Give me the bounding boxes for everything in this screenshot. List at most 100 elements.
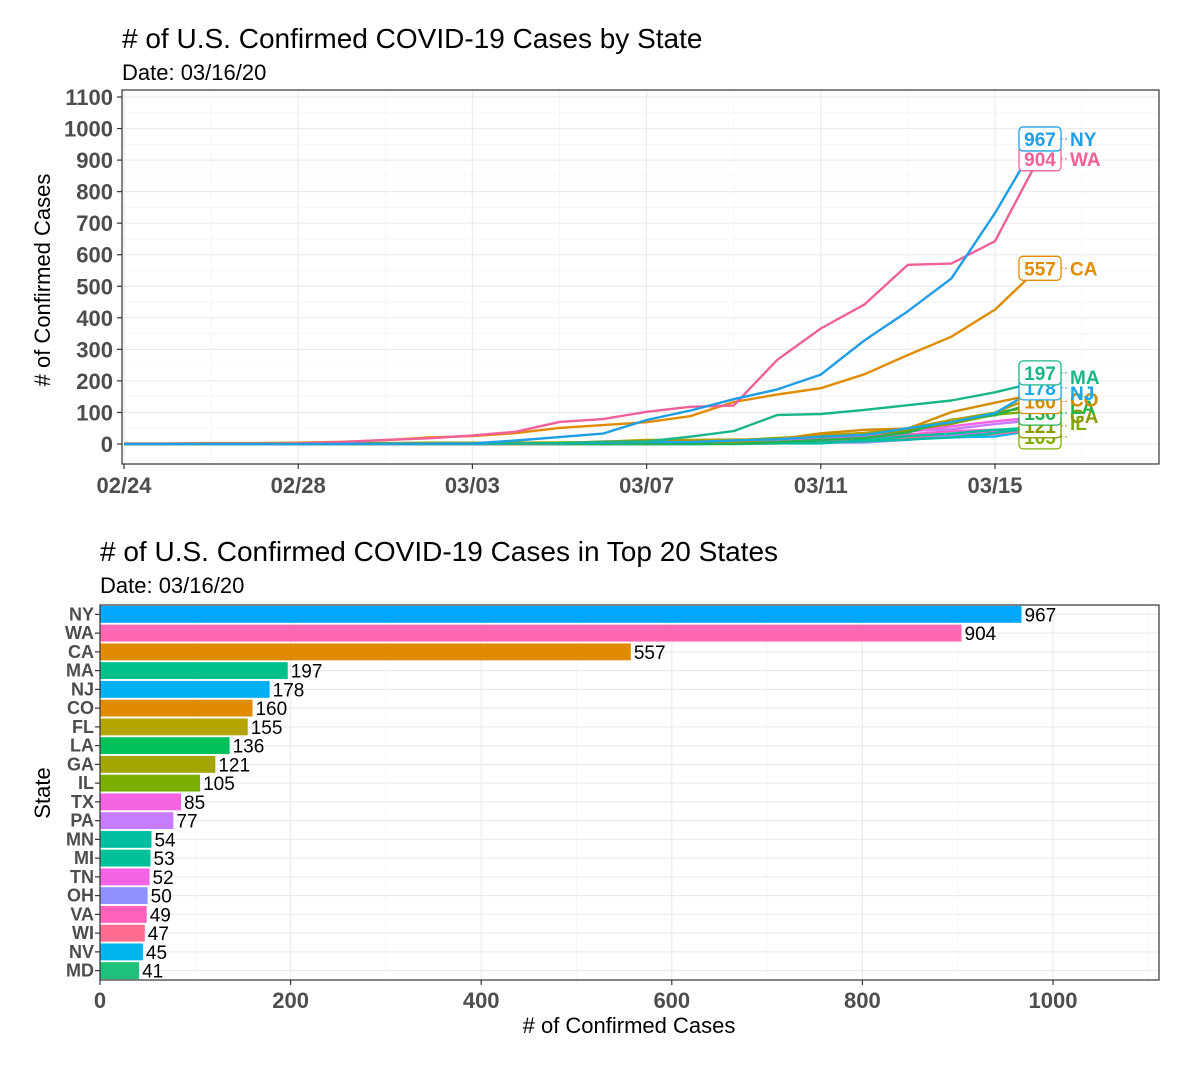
end-label-state-ma: MA xyxy=(1070,368,1100,389)
line-y-tick-label: 500 xyxy=(76,274,113,299)
bar-ca xyxy=(100,643,631,661)
bar-chart-subtitle: Date: 03/16/20 xyxy=(100,573,244,598)
state-tick-label: MN xyxy=(66,829,94,849)
state-tick-label: TN xyxy=(70,867,94,887)
bar-value-label: 50 xyxy=(151,887,172,908)
bar-value-label: 160 xyxy=(255,699,287,720)
bar-value-label: 77 xyxy=(176,812,197,833)
bar-x-tick-label: 0 xyxy=(94,988,106,1013)
state-tick-label: MD xyxy=(66,961,94,981)
bar-value-label: 85 xyxy=(184,793,205,814)
bar-wa xyxy=(100,624,962,642)
series-line-ny xyxy=(124,138,1040,446)
bar-chart-panel-border xyxy=(99,604,1160,981)
bar-x-tick-label: 800 xyxy=(844,988,881,1013)
end-label-box-ca xyxy=(1018,255,1062,281)
bar-x-tick-label: 200 xyxy=(272,988,309,1013)
line-x-tick-label: 03/03 xyxy=(445,473,500,498)
line-x-tick-label: 03/11 xyxy=(794,473,848,498)
state-tick-label: TX xyxy=(71,792,94,812)
end-label-value-wa: 904 xyxy=(1024,150,1056,171)
bar-mi xyxy=(100,849,151,867)
bar-chart-y-axis-title: State xyxy=(30,767,55,818)
end-label-box-ny xyxy=(1018,126,1062,152)
bar-chart-x-ticks: 0 200 400 600 800 1000 xyxy=(94,980,1077,1013)
bar-chart: # of U.S. Confirmed COVID-19 Cases in To… xyxy=(30,536,1160,1038)
line-chart: # of U.S. Confirmed COVID-19 Cases by St… xyxy=(30,23,1160,498)
bar-chart-bars xyxy=(100,605,1022,980)
line-chart-panel-border xyxy=(121,89,1160,465)
line-y-tick-label: 800 xyxy=(76,180,113,205)
state-tick-label: FL xyxy=(72,717,94,737)
line-y-tick-label: 400 xyxy=(76,306,113,331)
line-chart-series xyxy=(124,138,1040,446)
bar-tx xyxy=(100,793,182,811)
end-label-value-ny: 967 xyxy=(1024,130,1056,151)
bar-value-label: 53 xyxy=(154,849,175,870)
bar-nv xyxy=(100,943,143,961)
line-x-tick-label: 03/15 xyxy=(967,473,1022,498)
end-label-state-nj: NJ xyxy=(1070,384,1094,405)
bar-value-label: 41 xyxy=(142,962,163,983)
state-tick-label: PA xyxy=(70,811,94,831)
bar-x-tick-label: 400 xyxy=(463,988,500,1013)
bar-value-label: 136 xyxy=(233,737,265,758)
line-y-tick-label: 300 xyxy=(76,337,113,362)
state-tick-label: MI xyxy=(74,848,94,868)
line-chart-y-axis-title: # of Confirmed Cases xyxy=(30,174,55,387)
state-tick-label: GA xyxy=(67,754,94,774)
line-chart-end-labels: 105IL121GA136LA160CO178NJ197MA557CA904WA… xyxy=(1018,126,1101,450)
state-tick-label: NJ xyxy=(71,679,94,699)
line-y-tick-label: 200 xyxy=(76,369,113,394)
series-line-wa xyxy=(124,158,1040,445)
line-chart-title: # of U.S. Confirmed COVID-19 Cases by St… xyxy=(122,23,702,54)
line-y-tick-label: 100 xyxy=(76,400,113,425)
bar-chart-x-axis-title: # of Confirmed Cases xyxy=(523,1013,736,1038)
bar-va xyxy=(100,905,147,923)
line-y-tick-label: 900 xyxy=(76,148,113,173)
end-label-state-co: CO xyxy=(1070,391,1099,412)
end-label-state-il: IL xyxy=(1070,414,1087,435)
bar-value-label: 155 xyxy=(251,718,283,739)
line-chart-y-ticks: 0 100 200 300 400 500 600 700 800 900 1000 1100 xyxy=(64,85,122,457)
line-chart-x-ticks: 02/24 02/28 03/03 03/07 03/11 03/15 xyxy=(96,464,1023,498)
line-x-tick-label: 02/24 xyxy=(96,473,152,498)
end-label-state-ny: NY xyxy=(1070,130,1097,151)
bar-value-label: 45 xyxy=(146,943,167,964)
state-tick-label: CA xyxy=(68,642,94,662)
end-label-box-ma xyxy=(1018,360,1062,386)
state-tick-label: MA xyxy=(66,661,94,681)
bar-value-label: 47 xyxy=(148,924,169,945)
line-y-tick-label: 600 xyxy=(76,243,113,268)
end-label-state-wa: WA xyxy=(1070,150,1101,171)
bar-mn xyxy=(100,830,152,848)
line-chart-subtitle: Date: 03/16/20 xyxy=(122,60,266,85)
bar-md xyxy=(100,962,140,980)
bar-value-label: 52 xyxy=(153,868,174,889)
state-tick-label: IL xyxy=(78,773,94,793)
state-tick-label: OH xyxy=(67,886,94,906)
bar-tn xyxy=(100,868,150,886)
bar-chart-title: # of U.S. Confirmed COVID-19 Cases in To… xyxy=(100,536,778,567)
bar-nj xyxy=(100,680,270,698)
bar-value-label: 121 xyxy=(218,755,250,776)
bar-value-label: 105 xyxy=(203,774,235,795)
bar-wi xyxy=(100,924,145,942)
bar-x-tick-label: 600 xyxy=(653,988,690,1013)
bar-value-label: 49 xyxy=(150,905,171,926)
line-y-tick-label: 1100 xyxy=(65,85,113,110)
bar-oh xyxy=(100,887,148,905)
state-tick-label: CO xyxy=(67,698,94,718)
bar-ma xyxy=(100,662,288,680)
bar-chart-gridlines xyxy=(99,605,1159,980)
line-x-tick-label: 03/07 xyxy=(619,473,674,498)
bar-co xyxy=(100,699,253,717)
line-y-tick-label: 700 xyxy=(76,211,113,236)
state-tick-label: WI xyxy=(72,923,94,943)
end-label-state-ca: CA xyxy=(1070,259,1098,280)
line-x-tick-label: 02/28 xyxy=(271,473,326,498)
bar-value-label: 904 xyxy=(965,624,997,645)
bar-value-label: 197 xyxy=(291,662,323,683)
bar-ny xyxy=(100,605,1022,623)
bar-value-label: 54 xyxy=(154,830,176,851)
